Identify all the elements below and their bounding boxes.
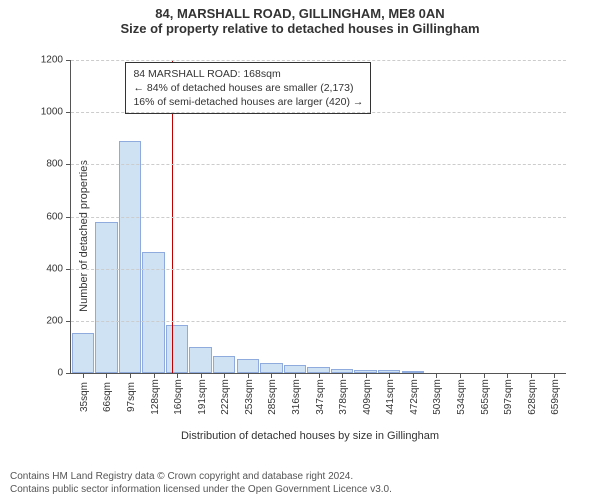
x-tick-label: 285sqm xyxy=(267,379,278,415)
title-line-2: Size of property relative to detached ho… xyxy=(0,21,600,36)
x-tick xyxy=(130,373,131,378)
x-tick-label: 378sqm xyxy=(338,379,349,415)
x-tick xyxy=(531,373,532,378)
x-tick-label: 160sqm xyxy=(173,379,184,415)
grid-line xyxy=(71,321,566,322)
histogram-bar xyxy=(189,347,211,373)
x-tick-label: 597sqm xyxy=(503,379,514,415)
histogram-bar xyxy=(95,222,117,373)
x-tick-label: 66sqm xyxy=(102,382,113,412)
x-tick xyxy=(106,373,107,378)
x-tick-label: 409sqm xyxy=(362,379,373,415)
x-tick xyxy=(224,373,225,378)
grid-line xyxy=(71,269,566,270)
y-tick xyxy=(66,60,71,61)
x-tick xyxy=(413,373,414,378)
footer-line-2: Contains public sector information licen… xyxy=(10,483,392,496)
grid-line xyxy=(71,60,566,61)
x-tick xyxy=(484,373,485,378)
x-tick-label: 472sqm xyxy=(409,379,420,415)
histogram-bar xyxy=(142,252,164,373)
x-tick xyxy=(460,373,461,378)
page-root: 84, MARSHALL ROAD, GILLINGHAM, ME8 0AN S… xyxy=(0,0,600,500)
annotation-line-1: 84 MARSHALL ROAD: 168sqm xyxy=(133,67,363,81)
footer-line-1: Contains HM Land Registry data © Crown c… xyxy=(10,470,392,483)
y-tick-label: 0 xyxy=(57,368,63,379)
x-tick-label: 316sqm xyxy=(291,379,302,415)
x-tick xyxy=(554,373,555,378)
x-tick-label: 534sqm xyxy=(456,379,467,415)
x-tick xyxy=(342,373,343,378)
y-tick xyxy=(66,373,71,374)
grid-line xyxy=(71,217,566,218)
y-tick xyxy=(66,164,71,165)
y-tick xyxy=(66,217,71,218)
x-tick-label: 628sqm xyxy=(527,379,538,415)
histogram-bar xyxy=(284,365,306,373)
x-tick xyxy=(154,373,155,378)
y-tick-label: 400 xyxy=(46,263,63,274)
chart-area: Number of detached properties 84 MARSHAL… xyxy=(48,46,572,426)
x-axis-label: Distribution of detached houses by size … xyxy=(181,430,439,442)
x-tick-label: 222sqm xyxy=(220,379,231,415)
x-tick xyxy=(271,373,272,378)
plot-region: 84 MARSHALL ROAD: 168sqm ← 84% of detach… xyxy=(70,60,566,374)
annotation-line-3: 16% of semi-detached houses are larger (… xyxy=(133,95,363,109)
x-tick xyxy=(295,373,296,378)
x-tick-label: 97sqm xyxy=(126,382,137,412)
x-tick xyxy=(83,373,84,378)
y-tick-label: 800 xyxy=(46,159,63,170)
title-line-1: 84, MARSHALL ROAD, GILLINGHAM, ME8 0AN xyxy=(0,6,600,21)
x-tick xyxy=(507,373,508,378)
x-tick-label: 128sqm xyxy=(150,379,161,415)
x-tick-label: 503sqm xyxy=(432,379,443,415)
x-tick-label: 659sqm xyxy=(550,379,561,415)
histogram-bar xyxy=(260,363,282,373)
x-tick xyxy=(389,373,390,378)
y-tick-label: 1000 xyxy=(41,107,63,118)
x-tick xyxy=(248,373,249,378)
x-tick xyxy=(319,373,320,378)
histogram-bar xyxy=(72,333,94,373)
x-tick-label: 253sqm xyxy=(244,379,255,415)
x-tick-label: 565sqm xyxy=(480,379,491,415)
annotation-line-2: ← 84% of detached houses are smaller (2,… xyxy=(133,81,363,95)
grid-line xyxy=(71,112,566,113)
footer: Contains HM Land Registry data © Crown c… xyxy=(10,470,392,496)
y-tick-label: 600 xyxy=(46,211,63,222)
x-tick-label: 191sqm xyxy=(197,379,208,415)
histogram-bar xyxy=(237,359,259,373)
y-tick-label: 200 xyxy=(46,315,63,326)
x-tick-label: 441sqm xyxy=(385,379,396,415)
x-tick xyxy=(436,373,437,378)
annotation-box: 84 MARSHALL ROAD: 168sqm ← 84% of detach… xyxy=(125,62,371,115)
y-tick xyxy=(66,269,71,270)
y-tick xyxy=(66,321,71,322)
y-tick xyxy=(66,112,71,113)
histogram-bar xyxy=(213,356,235,373)
x-tick xyxy=(366,373,367,378)
x-tick-label: 347sqm xyxy=(315,379,326,415)
header: 84, MARSHALL ROAD, GILLINGHAM, ME8 0AN S… xyxy=(0,0,600,36)
histogram-bar xyxy=(119,141,141,373)
histogram-bar xyxy=(166,325,188,373)
x-tick xyxy=(177,373,178,378)
y-tick-label: 1200 xyxy=(41,55,63,66)
x-tick xyxy=(201,373,202,378)
x-tick-label: 35sqm xyxy=(79,382,90,412)
grid-line xyxy=(71,164,566,165)
